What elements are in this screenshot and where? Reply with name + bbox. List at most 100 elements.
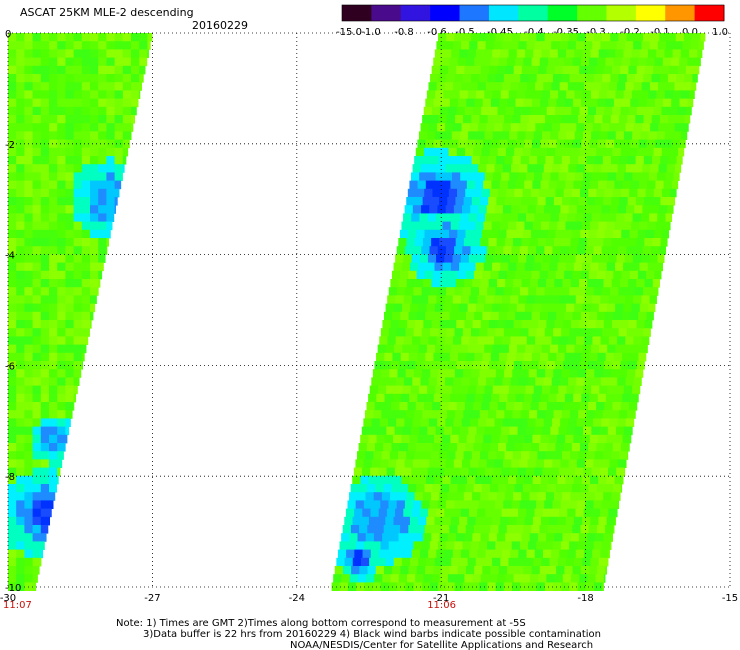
swath-cell <box>32 443 42 452</box>
swath-cell <box>528 33 537 42</box>
swath-cell <box>368 475 378 485</box>
swath-cell <box>596 443 605 452</box>
swath-cell <box>32 459 42 468</box>
swath-cell <box>627 156 636 165</box>
swath-cell <box>586 492 596 501</box>
swath-cell <box>567 254 576 263</box>
swath-cell <box>534 254 544 263</box>
swath-cell <box>538 443 548 452</box>
swath-cell <box>564 98 574 108</box>
swath-cell <box>529 238 539 247</box>
swath-cell <box>32 65 42 75</box>
swath-cell <box>333 574 342 583</box>
swath-cell <box>444 336 454 345</box>
swath-cell <box>24 123 33 132</box>
swath-cell <box>498 484 507 493</box>
swath-cell <box>661 65 670 75</box>
swath-cell <box>555 484 565 493</box>
swath-cell <box>49 180 58 190</box>
swath-cell <box>607 90 616 99</box>
swath-cell <box>98 41 107 50</box>
swath-cell <box>40 303 50 313</box>
swath-cell <box>588 484 598 493</box>
swath-cell <box>556 566 565 575</box>
swath-cell <box>422 451 432 460</box>
swath-cell <box>40 90 50 99</box>
swath-cell <box>574 426 584 436</box>
swath-cell <box>530 443 540 452</box>
swath-cell <box>24 451 33 460</box>
swath-cell <box>480 65 490 75</box>
swath-cell <box>423 147 433 157</box>
swath-cell <box>576 164 586 173</box>
swath-cell <box>519 541 529 550</box>
swath-cell <box>556 57 565 67</box>
swath-cell <box>531 525 540 534</box>
swath-cell <box>433 352 443 362</box>
swath-cell <box>388 459 397 468</box>
swath-cell <box>32 123 42 132</box>
swath-cell <box>431 238 440 247</box>
swath-cell <box>437 287 447 296</box>
swath-cell <box>49 98 58 108</box>
swath-cell <box>644 197 653 206</box>
swath-cell <box>65 352 74 362</box>
swath-cell <box>667 74 677 83</box>
swath-cell <box>629 270 639 280</box>
swath-cell <box>564 139 574 149</box>
swath-cell <box>40 500 50 509</box>
swath-cell <box>408 311 418 321</box>
swath-cell <box>553 74 562 83</box>
swath-cell <box>641 336 650 345</box>
swath-cell <box>422 369 431 378</box>
swath-cell <box>412 459 422 468</box>
swath-cell <box>568 377 577 386</box>
swath-cell <box>40 213 50 222</box>
swath-cell <box>122 164 125 173</box>
swath-cell <box>131 41 140 50</box>
swath-cell <box>459 344 469 354</box>
swath-cell <box>535 459 545 468</box>
swath-cell <box>687 98 694 108</box>
swath-cell <box>16 131 25 140</box>
swath-cell <box>433 98 443 108</box>
swath-cell <box>582 262 591 272</box>
swath-cell <box>563 484 573 493</box>
swath-cell <box>426 303 436 313</box>
swath-cell <box>571 106 580 116</box>
swath-cell <box>665 213 673 222</box>
swath-cell <box>512 410 522 419</box>
swath-cell <box>477 123 487 132</box>
swath-cell <box>466 139 476 149</box>
swath-cell <box>434 262 444 272</box>
swath-cell <box>65 311 74 321</box>
swath-cell <box>57 451 64 460</box>
swath-cell <box>623 344 633 354</box>
swath-cell <box>591 467 601 477</box>
swath-cell <box>631 344 641 354</box>
swath-cell <box>622 393 631 403</box>
swath-cell <box>606 303 616 313</box>
swath-cell <box>526 213 535 222</box>
swath-cell <box>522 361 531 370</box>
swath-cell <box>16 320 25 329</box>
swath-cell <box>49 65 58 75</box>
swath-cell <box>668 156 677 165</box>
swath-cell <box>422 410 431 419</box>
swath-cell <box>455 279 465 288</box>
swath-cell <box>526 41 536 50</box>
swath-cell <box>65 131 74 140</box>
swath-cell <box>623 262 632 272</box>
swath-cell <box>106 205 115 214</box>
swath-cell <box>637 188 647 198</box>
swath-cell <box>506 229 516 239</box>
swath-cell <box>596 525 606 534</box>
swath-cell <box>563 443 573 452</box>
swath-cell <box>460 254 470 263</box>
swath-cell <box>419 508 429 518</box>
swath-cell <box>382 402 392 411</box>
swath-cell <box>32 484 42 493</box>
swath-cell <box>65 426 70 436</box>
swath-cell <box>139 90 141 99</box>
swath-cell <box>541 90 551 99</box>
